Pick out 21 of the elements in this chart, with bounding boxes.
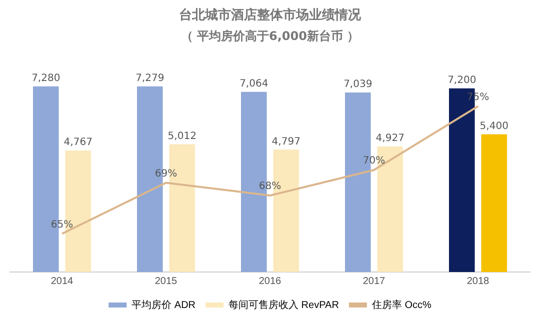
x-tick-label: 2014: [50, 276, 74, 287]
chart-title: 台北城市酒店整体市场业绩情况: [178, 6, 362, 24]
chart-subtitle: （ 平均房价高于6,000新台币 ）: [180, 28, 360, 45]
legend-label: 住房率 Occ%: [372, 298, 432, 311]
x-tick-label: 2016: [258, 276, 282, 287]
data-label: 5,012: [168, 130, 196, 142]
data-label: 7,280: [32, 72, 60, 84]
data-label: 7,064: [240, 78, 268, 90]
x-tick-label: 2017: [362, 276, 386, 287]
x-tick-label: 2018: [466, 276, 490, 287]
legend-label: 平均房价 ADR: [132, 298, 196, 311]
data-label: 4,797: [272, 136, 300, 148]
bar: [481, 134, 508, 272]
data-label: 7,039: [344, 79, 372, 90]
data-label: 5,400: [480, 120, 508, 132]
data-label: 7,279: [136, 72, 164, 84]
x-tick-label: 2015: [154, 276, 178, 287]
legend-label: 每间可售房收入 RevPAR: [228, 298, 339, 311]
data-label: 7,200: [448, 74, 476, 86]
data-label: 4,767: [64, 137, 92, 148]
data-label: 4,927: [376, 132, 404, 144]
